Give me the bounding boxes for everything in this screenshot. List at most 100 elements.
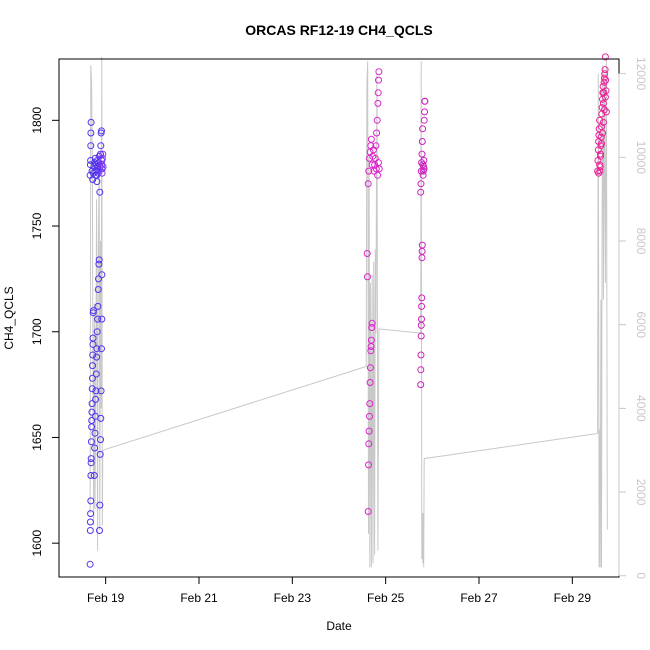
y2-tick-label: 2000 <box>634 479 648 506</box>
secondary-trace-line <box>89 56 608 568</box>
data-point <box>418 138 426 145</box>
data-point <box>87 510 95 518</box>
data-point <box>363 250 371 257</box>
data-point <box>596 161 604 169</box>
data-point <box>95 260 103 268</box>
data-point <box>602 108 610 116</box>
data-point <box>87 497 95 505</box>
data-point <box>374 99 382 107</box>
y-axis: 1600 1650 1700 1750 1800 <box>30 107 60 557</box>
data-point <box>93 328 101 336</box>
data-point <box>92 395 100 403</box>
data-point <box>601 66 609 74</box>
data-point <box>91 444 99 452</box>
data-point <box>95 256 103 264</box>
data-point <box>372 165 380 173</box>
data-point <box>600 89 608 97</box>
y2-axis-right: 0 2000 4000 6000 8000 10000 12000 <box>618 57 648 579</box>
x-axis-label: Date <box>326 619 352 633</box>
data-point <box>373 116 381 124</box>
data-point <box>88 385 96 393</box>
data-point <box>375 165 383 173</box>
data-point <box>374 171 382 179</box>
chart-title: ORCAS RF12-19 CH4_QCLS <box>245 22 433 38</box>
data-point <box>597 150 604 158</box>
y-axis-label: CH4_QCLS <box>2 286 16 349</box>
data-point <box>87 472 95 479</box>
y-tick-label: 1750 <box>30 212 44 239</box>
data-point <box>86 560 94 568</box>
data-point <box>366 400 374 408</box>
data-point <box>366 364 374 372</box>
data-point <box>87 455 95 463</box>
data-point <box>596 116 604 124</box>
data-point <box>367 135 375 143</box>
data-point <box>87 438 95 446</box>
y-tick-label: 1650 <box>30 424 44 451</box>
data-point <box>91 429 99 437</box>
data-point <box>417 351 425 359</box>
data-point <box>417 366 425 374</box>
data-point <box>373 129 381 137</box>
data-point <box>599 118 607 126</box>
data-point <box>90 472 98 479</box>
data-point <box>89 351 97 359</box>
data-point <box>420 165 428 173</box>
data-point <box>598 140 605 148</box>
data-point <box>595 169 603 177</box>
data-point <box>366 379 374 386</box>
data-point <box>97 436 104 444</box>
data-point <box>595 125 603 133</box>
data-point <box>98 345 105 353</box>
data-point <box>95 275 102 283</box>
data-point <box>88 417 96 424</box>
data-point <box>368 324 376 331</box>
x-tick-label: Feb 19 <box>87 591 125 605</box>
data-point <box>94 286 102 293</box>
data-point <box>418 241 426 249</box>
y2-tick-label: 4000 <box>634 395 648 422</box>
data-point <box>375 68 383 76</box>
data-point <box>372 142 380 150</box>
data-point <box>418 150 426 158</box>
y2-tick-label: 8000 <box>634 228 648 255</box>
data-point <box>87 118 95 126</box>
y2-tick-label: 6000 <box>634 311 648 338</box>
data-point <box>89 307 97 315</box>
data-point <box>420 157 428 164</box>
y2-tick-label: 12000 <box>634 57 648 91</box>
x-tick-label: Feb 25 <box>367 591 405 605</box>
data-point <box>92 370 100 378</box>
data-point <box>598 104 606 112</box>
y2-tick-label: 0 <box>634 572 648 579</box>
data-point <box>86 518 94 526</box>
data-point <box>98 315 106 323</box>
data-point <box>599 129 606 137</box>
data-point <box>87 129 95 137</box>
data-point <box>98 271 106 279</box>
data-point <box>375 76 382 84</box>
data-point <box>417 381 425 389</box>
data-point <box>417 332 425 340</box>
data-point <box>93 345 101 353</box>
data-point <box>96 188 104 196</box>
data-point <box>99 163 107 171</box>
x-tick-label: Feb 27 <box>460 591 498 605</box>
data-point <box>368 161 376 169</box>
data-point <box>418 302 426 310</box>
data-point <box>364 273 371 281</box>
data-point <box>374 89 382 97</box>
data-point <box>597 152 604 160</box>
data-point <box>89 334 97 342</box>
data-point <box>421 108 429 116</box>
data-point <box>87 142 95 150</box>
data-point <box>367 347 375 355</box>
data-point <box>96 527 103 534</box>
data-point <box>421 97 429 105</box>
data-point <box>419 171 427 179</box>
data-point <box>86 527 94 534</box>
data-point <box>600 78 608 86</box>
data-point <box>92 387 100 395</box>
data-point <box>96 501 104 509</box>
